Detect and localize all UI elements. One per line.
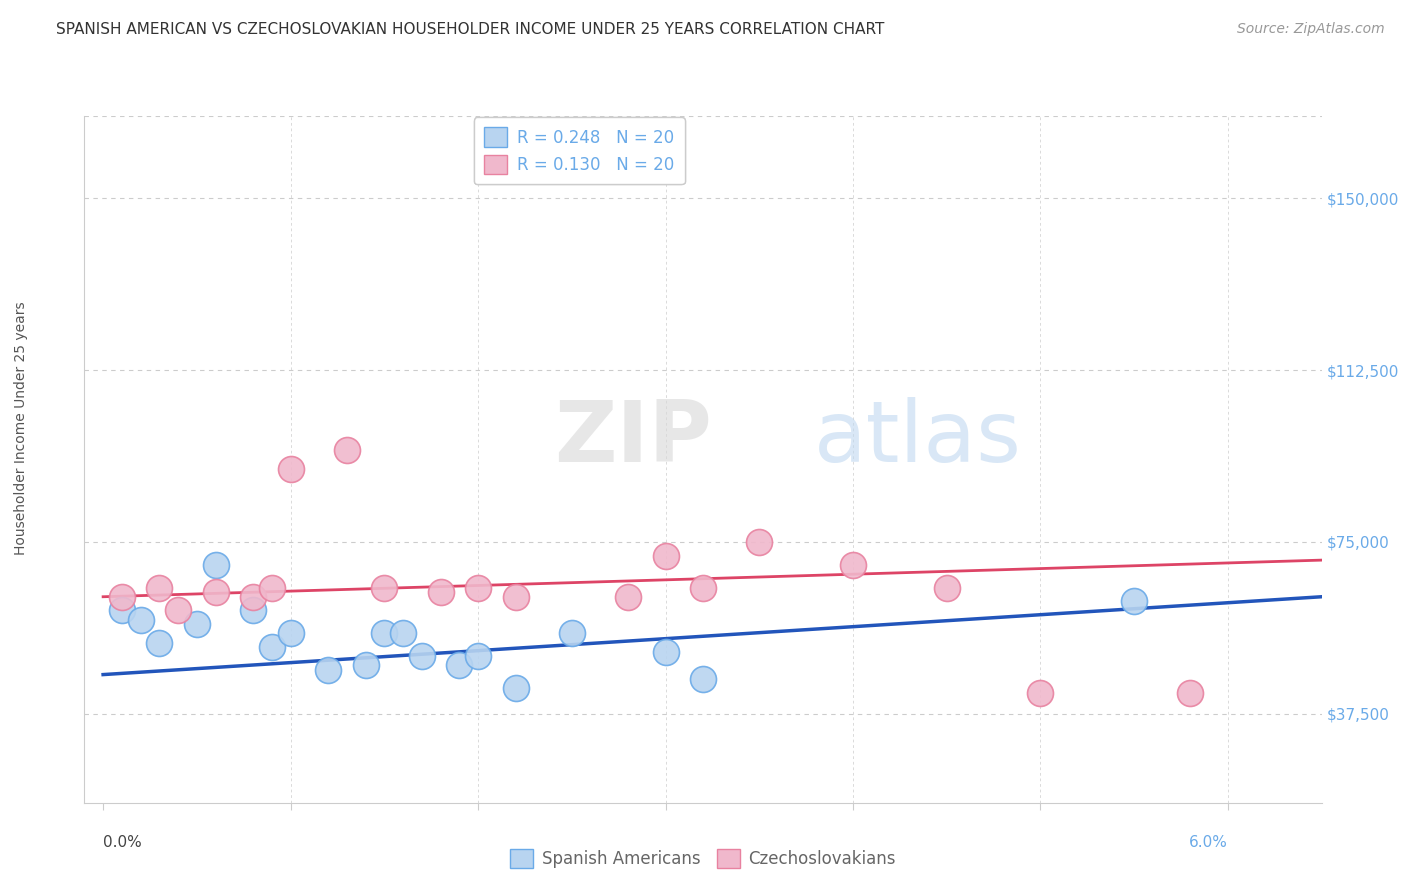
Point [392,626,415,640]
Point [692,581,714,595]
Point [242,603,264,617]
Point [561,626,583,640]
Point [449,658,471,673]
Text: 0.0%: 0.0% [103,835,142,850]
Legend: Spanish Americans, Czechoslovakians: Spanish Americans, Czechoslovakians [503,842,903,875]
Point [260,640,283,654]
Point [505,681,527,696]
Point [935,581,957,595]
Text: Source: ZipAtlas.com: Source: ZipAtlas.com [1237,22,1385,37]
Point [316,663,339,677]
Point [354,658,377,673]
Text: SPANISH AMERICAN VS CZECHOSLOVAKIAN HOUSEHOLDER INCOME UNDER 25 YEARS CORRELATIO: SPANISH AMERICAN VS CZECHOSLOVAKIAN HOUS… [56,22,884,37]
Legend: R = 0.248   N = 20, R = 0.130   N = 20: R = 0.248 N = 20, R = 0.130 N = 20 [474,118,685,185]
Point [373,626,395,640]
Point [467,581,489,595]
Text: ZIP: ZIP [554,397,713,480]
Point [467,649,489,664]
Point [111,590,134,604]
Point [654,645,676,659]
Point [111,603,134,617]
Point [167,603,190,617]
Point [411,649,433,664]
Text: Householder Income Under 25 years: Householder Income Under 25 years [14,301,28,555]
Point [260,581,283,595]
Point [692,672,714,686]
Point [148,581,170,595]
Point [336,443,359,458]
Point [373,581,395,595]
Point [748,534,770,549]
Point [129,613,152,627]
Point [280,461,302,475]
Point [204,585,226,599]
Point [1123,594,1146,608]
Point [505,590,527,604]
Point [204,558,226,572]
Point [654,549,676,563]
Text: atlas: atlas [814,397,1022,480]
Point [1029,686,1052,700]
Point [280,626,302,640]
Point [429,585,451,599]
Point [148,635,170,649]
Point [842,558,865,572]
Text: 6.0%: 6.0% [1189,835,1227,850]
Point [186,617,208,632]
Point [242,590,264,604]
Point [1180,686,1202,700]
Point [617,590,640,604]
